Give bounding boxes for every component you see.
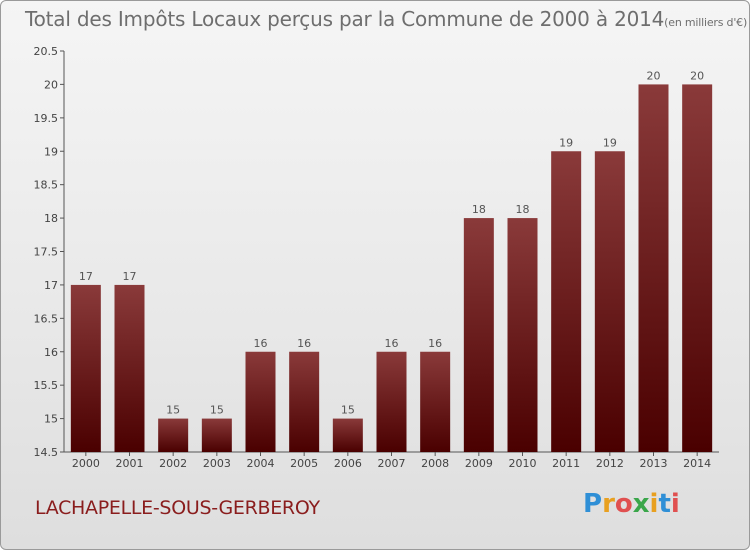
y-tick-label: 17.5 [34, 246, 59, 259]
data-label-2014: 20 [690, 69, 704, 82]
bar-2009[interactable] [463, 218, 494, 452]
bar-2001[interactable] [114, 284, 145, 452]
y-tick-label: 14.5 [34, 446, 59, 459]
data-label-2001: 17 [123, 270, 137, 283]
logo-letter: i [670, 489, 680, 519]
data-label-2013: 20 [647, 69, 661, 82]
x-tick-label: 2014 [683, 457, 711, 470]
x-tick-label: 2009 [465, 457, 493, 470]
data-label-2010: 18 [516, 203, 530, 216]
bar-2011[interactable] [551, 151, 582, 452]
x-tick-label: 2011 [552, 457, 580, 470]
data-label-2000: 17 [79, 270, 93, 283]
bar-2000[interactable] [70, 284, 101, 452]
logo-letter: r [602, 489, 615, 519]
y-tick-label: 15.5 [34, 379, 59, 392]
logo-letter: o [614, 489, 633, 519]
bar-2004[interactable] [245, 351, 276, 452]
bar-2003[interactable] [201, 418, 232, 452]
proxiti-logo[interactable]: Proxiti [583, 489, 680, 519]
bar-2002[interactable] [158, 418, 189, 452]
bar-2006[interactable] [332, 418, 363, 452]
x-tick-label: 2006 [334, 457, 362, 470]
x-tick-label: 2002 [159, 457, 187, 470]
x-tick-label: 2013 [640, 457, 668, 470]
y-tick-label: 15 [44, 413, 58, 426]
logo-letter: P [583, 489, 603, 519]
chart-title: Total des Impôts Locaux perçus par la Co… [25, 7, 747, 31]
x-tick-label: 2012 [596, 457, 624, 470]
bar-2008[interactable] [420, 351, 451, 452]
data-label-2012: 19 [603, 136, 617, 149]
x-tick-label: 2008 [421, 457, 449, 470]
y-tick-label: 19.5 [34, 112, 59, 125]
y-tick-label: 20 [44, 78, 58, 91]
bar-2010[interactable] [507, 218, 538, 452]
commune-name: LACHAPELLE-SOUS-GERBEROY [35, 497, 320, 519]
y-tick-label: 19 [44, 145, 58, 158]
logo-letter: i [649, 489, 659, 519]
x-tick-label: 2000 [72, 457, 100, 470]
x-tick-label: 2004 [247, 457, 275, 470]
y-tick-label: 17 [44, 279, 58, 292]
bar-2012[interactable] [594, 151, 625, 452]
x-tick-label: 2005 [290, 457, 318, 470]
data-label-2009: 18 [472, 203, 486, 216]
logo-letter: t [658, 489, 671, 519]
y-tick-label: 16 [44, 346, 58, 359]
chart-title-text: Total des Impôts Locaux perçus par la Co… [25, 7, 665, 31]
y-tick-label: 20.5 [34, 45, 59, 58]
data-label-2005: 16 [297, 337, 311, 350]
x-tick-label: 2007 [378, 457, 406, 470]
data-label-2007: 16 [385, 337, 399, 350]
data-label-2011: 19 [559, 136, 573, 149]
y-tick-label: 16.5 [34, 312, 59, 325]
bar-2014[interactable] [682, 84, 713, 453]
data-label-2008: 16 [428, 337, 442, 350]
y-tick-label: 18 [44, 212, 58, 225]
data-label-2002: 15 [166, 404, 180, 417]
logo-letter: x [632, 489, 650, 519]
x-tick-label: 2010 [509, 457, 537, 470]
data-label-2003: 15 [210, 404, 224, 417]
data-label-2006: 15 [341, 404, 355, 417]
y-tick-label: 18.5 [34, 179, 59, 192]
bar-2005[interactable] [289, 351, 320, 452]
data-label-2004: 16 [254, 337, 268, 350]
bar-2013[interactable] [638, 84, 669, 453]
x-tick-label: 2001 [116, 457, 144, 470]
chart-unit-label: (en milliers d'€) [664, 16, 748, 29]
x-tick-label: 2003 [203, 457, 231, 470]
bar-2007[interactable] [376, 351, 407, 452]
